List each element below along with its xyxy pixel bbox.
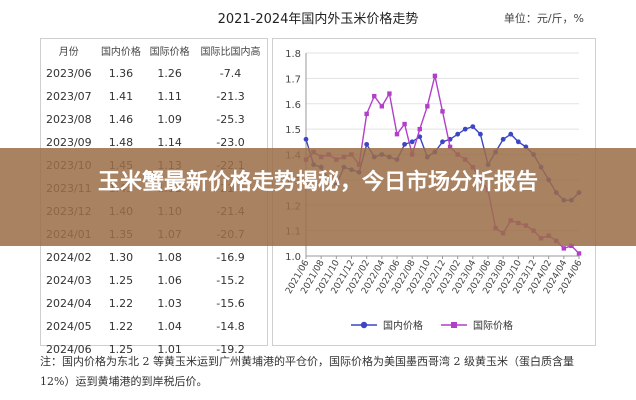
table-cell: 1.26 (157, 67, 182, 80)
table-cell: 2024/05 (45, 320, 92, 333)
table-row: 2024/04 1.22 1.03 -15.6 (41, 292, 267, 315)
chart-title: 2021-2024年国内外玉米价格走势 (217, 12, 419, 27)
table-row: 2023/08 1.46 1.09 -25.3 (41, 108, 267, 131)
data-point (440, 109, 445, 114)
table-cell: 1.08 (157, 251, 182, 264)
table-cell: -15.6 (216, 297, 245, 310)
table-cell: 1.22 (108, 320, 134, 333)
table-row: 2024/03 1.25 1.06 -15.2 (41, 269, 267, 292)
table-cell: 1.09 (157, 113, 182, 126)
data-point (372, 93, 377, 99)
data-point (425, 104, 430, 109)
table-cell: 2023/07 (45, 90, 92, 103)
table-cell: -23.0 (216, 136, 245, 149)
table-row: 2023/09 1.48 1.14 -23.0 (41, 131, 267, 154)
column-header: 国内价格 (100, 47, 141, 58)
table-cell: 1.03 (157, 297, 182, 310)
table-cell: 1.11 (157, 90, 182, 103)
data-point (394, 132, 400, 137)
table-cell: 1.04 (157, 320, 182, 333)
table-cell: 1.01 (157, 343, 182, 356)
legend-marker (360, 321, 368, 329)
data-point (402, 121, 407, 127)
y-tick-label: 1.7 (285, 74, 301, 85)
table-cell: 2023/09 (45, 136, 92, 149)
y-tick-label: 1.6 (285, 100, 301, 111)
table-cell: 1.25 (108, 274, 134, 287)
table-row: 2023/06 1.36 1.26 -7.4 (41, 62, 267, 85)
table-cell: 1.48 (108, 136, 134, 149)
table-row: 2023/07 1.41 1.11 -21.3 (41, 85, 267, 108)
table-cell: 1.06 (157, 274, 182, 287)
table-cell: 2024/02 (45, 251, 92, 264)
data-point (500, 136, 506, 142)
data-point (379, 104, 385, 109)
data-point (432, 73, 438, 79)
table-cell: 1.22 (108, 297, 134, 310)
table-cell: -7.4 (219, 67, 242, 80)
table-cell: -16.9 (216, 251, 245, 264)
table-cell: 1.36 (108, 67, 134, 80)
column-header: 国际比国内高 (200, 47, 261, 58)
data-point (478, 131, 483, 137)
table-row: 2024/05 1.22 1.04 -14.8 (41, 315, 267, 338)
table-cell: -25.3 (216, 113, 245, 126)
table-cell: 1.25 (108, 343, 134, 356)
table-cell: 2023/06 (45, 67, 92, 80)
y-tick-label: 1.8 (285, 49, 301, 60)
headline-banner: 玉米蟹最新价格走势揭秘，今日市场分析报告 (0, 148, 636, 246)
data-point (462, 126, 468, 132)
legend-label: 国际价格 (473, 319, 513, 332)
data-point (364, 141, 370, 147)
data-point (303, 136, 309, 142)
data-point (402, 141, 407, 147)
column-header: 月份 (58, 47, 79, 58)
y-tick-label: 1.0 (285, 252, 301, 263)
table-cell: 2024/06 (45, 343, 92, 356)
table-cell: 1.41 (108, 90, 134, 103)
data-point (447, 144, 453, 150)
table-cell: 1.14 (157, 136, 182, 149)
data-point (455, 131, 461, 137)
unit-label: 单位：元/斤，% (503, 12, 584, 25)
headline-text: 玉米蟹最新价格走势揭秘，今日市场分析报告 (97, 170, 538, 195)
table-cell: -21.3 (216, 90, 245, 103)
data-point (470, 124, 476, 129)
table-cell: 2024/04 (45, 297, 92, 310)
data-point (576, 251, 582, 256)
table-cell: -14.8 (216, 320, 245, 333)
data-point (364, 111, 369, 117)
table-cell: 2023/08 (45, 113, 92, 126)
legend-marker (451, 322, 457, 328)
legend-label: 国内价格 (383, 319, 423, 332)
data-point (508, 131, 514, 137)
table-cell: -19.2 (216, 343, 245, 356)
data-point (417, 126, 422, 132)
data-point (387, 91, 392, 96)
footnote: 注：国内价格为东北 2 等黄玉米运到广州黄埔港的平仓价，国际价格为美国墨西哥湾 … (40, 355, 574, 388)
data-point (409, 139, 415, 145)
column-header: 国际价格 (149, 47, 190, 58)
table-cell: 1.46 (108, 113, 134, 126)
table-header-row: 月份 国内价格 国际价格 国际比国内高 (41, 39, 267, 62)
table-cell: 1.30 (108, 251, 134, 264)
data-point (440, 139, 445, 145)
table-cell: -15.2 (216, 274, 245, 287)
table-row: 2024/02 1.30 1.08 -16.9 (41, 246, 267, 269)
data-point (561, 246, 567, 251)
data-point (515, 139, 521, 145)
y-tick-label: 1.5 (285, 125, 301, 136)
table-cell: 2024/03 (45, 274, 92, 287)
table-row: 2024/06 1.25 1.01 -19.2 (41, 338, 267, 361)
